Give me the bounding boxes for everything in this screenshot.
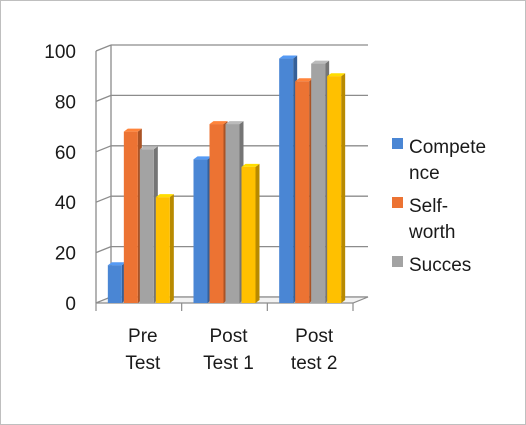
bar xyxy=(295,78,314,304)
bar-top xyxy=(193,156,212,160)
bar-front xyxy=(295,81,310,304)
bar-front xyxy=(107,265,122,303)
gridline-depth xyxy=(95,145,112,153)
bar-front xyxy=(155,197,170,303)
bar-side xyxy=(341,73,346,303)
legend-item: Succes xyxy=(392,255,471,276)
x-category-label: Pre xyxy=(128,326,158,347)
bar-front xyxy=(241,166,256,303)
gridline-depth xyxy=(95,44,112,52)
bar-front xyxy=(193,159,208,303)
x-category-label: Post xyxy=(295,326,334,347)
legend-label: worth xyxy=(408,222,455,243)
bar-top xyxy=(279,55,298,59)
x-category-label: test 2 xyxy=(291,353,337,374)
bar xyxy=(241,163,260,303)
bar xyxy=(209,121,228,303)
bar xyxy=(193,156,212,303)
bar xyxy=(327,73,346,303)
legend-item: Compete nce xyxy=(392,137,486,184)
y-tick-label: 100 xyxy=(44,42,76,63)
bar-top xyxy=(107,262,126,266)
legend-item: Self-worth xyxy=(392,196,455,243)
bar xyxy=(139,146,158,303)
legend-label: Compete xyxy=(409,137,486,158)
bar-top xyxy=(241,163,260,167)
bar-front xyxy=(209,124,224,303)
bar-top xyxy=(327,73,346,77)
x-category-label: Test xyxy=(125,353,161,374)
bar xyxy=(279,55,298,304)
bar xyxy=(155,194,174,303)
legend-swatch xyxy=(392,197,403,208)
legend-swatch xyxy=(392,256,403,267)
y-tick-label: 80 xyxy=(55,92,76,113)
y-tick-label: 0 xyxy=(65,294,76,315)
bar-top xyxy=(139,146,158,150)
bar-front xyxy=(123,131,138,303)
y-tick-label: 40 xyxy=(55,193,76,214)
gridline-depth xyxy=(95,195,112,203)
legend-label: Succes xyxy=(409,255,471,276)
bar-front xyxy=(225,124,240,303)
bar-top xyxy=(209,121,228,125)
bar-front xyxy=(311,63,326,303)
gridline-depth xyxy=(95,94,112,103)
bar-front xyxy=(139,149,154,303)
bar xyxy=(311,60,330,303)
gridline-depth xyxy=(95,245,112,254)
legend-label: nce xyxy=(409,163,440,184)
bar-top xyxy=(155,194,174,198)
bar-side xyxy=(255,163,260,303)
bar xyxy=(107,262,126,303)
bar xyxy=(123,128,142,303)
legend-swatch xyxy=(392,138,403,149)
bar-front xyxy=(327,76,342,303)
bar xyxy=(225,121,244,303)
y-tick-label: 20 xyxy=(55,244,76,265)
bar-top xyxy=(295,78,314,82)
bar-front xyxy=(279,58,294,304)
y-tick-label: 60 xyxy=(55,143,76,164)
legend-label: Self- xyxy=(409,196,448,217)
x-category-label: Post xyxy=(209,326,248,347)
bar-top xyxy=(225,121,244,125)
x-category-label: Test 1 xyxy=(203,353,254,374)
bar-top xyxy=(311,60,330,64)
bar-side xyxy=(169,194,174,303)
bar-top xyxy=(123,128,142,132)
